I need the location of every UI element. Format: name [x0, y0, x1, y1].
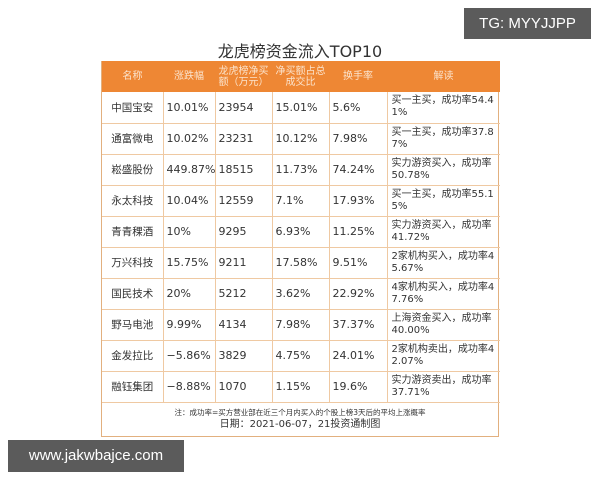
- cell-name: 金发拉比: [111, 350, 154, 362]
- table-row: 青青稞酒 10% 9295 6.93% 11.25% 实力游资买入，成功率41.…: [102, 216, 500, 247]
- cell-analysis: 买一主买，成功率37.87%: [386, 123, 500, 154]
- date-credit: 日期：2021-06-07，21投资通制图: [219, 418, 381, 430]
- cell-turnover: 37.37%: [328, 309, 387, 340]
- cell-change: 10.02%: [162, 123, 215, 154]
- cell-net-buy: 12559: [214, 185, 272, 216]
- cell-turnover: 9.51%: [328, 247, 387, 278]
- cell-name: 融钰集团: [111, 381, 154, 393]
- cell-analysis: 实力游资买入，成功率50.78%: [386, 154, 500, 185]
- cell-net-buy: 23954: [214, 92, 272, 123]
- header-name: 名称: [122, 71, 143, 82]
- cell-turnover: 17.93%: [328, 185, 387, 216]
- cell-analysis: 2家机构卖出，成功率42.07%: [386, 340, 500, 371]
- table-row: 通富微电 10.02% 23231 10.12% 7.98% 买一主买，成功率3…: [102, 123, 500, 154]
- table-row: 金发拉比 −5.86% 3829 4.75% 24.01% 2家机构卖出，成功率…: [102, 340, 500, 371]
- cell-change: 9.99%: [162, 309, 215, 340]
- url-watermark: www.jakwbajce.com: [8, 440, 184, 472]
- cell-change: −5.86%: [162, 340, 215, 371]
- cell-net-buy: 9295: [214, 216, 272, 247]
- cell-turnover: 74.24%: [328, 154, 387, 185]
- cell-net-buy: 1070: [214, 371, 272, 402]
- cell-net-buy: 18515: [214, 154, 272, 185]
- table-row: 永太科技 10.04% 12559 7.1% 17.93% 买一主买，成功率55…: [102, 185, 500, 216]
- tg-watermark: TG: MYYJJPP: [464, 8, 591, 39]
- cell-change: 449.87%: [162, 154, 215, 185]
- cell-net-buy: 23231: [214, 123, 272, 154]
- table-title: 龙虎榜资金流入TOP10: [217, 42, 383, 61]
- cell-ratio: 10.12%: [271, 123, 329, 154]
- cell-name: 国民技术: [111, 288, 154, 300]
- cell-change: 15.75%: [162, 247, 215, 278]
- cell-turnover: 5.6%: [328, 92, 387, 123]
- cell-ratio: 3.62%: [271, 278, 329, 309]
- cell-net-buy: 9211: [214, 247, 272, 278]
- cell-turnover: 11.25%: [328, 216, 387, 247]
- table-body: 中国宝安 10.01% 23954 15.01% 5.6% 买一主买，成功率54…: [102, 92, 500, 402]
- cell-ratio: 7.1%: [271, 185, 329, 216]
- cell-name: 永太科技: [111, 195, 154, 207]
- top10-table: 名称 涨跌幅 龙虎榜净买额（万元） 净买额占总成交比 换手率 解读 中国宝安 1…: [102, 61, 500, 403]
- cell-turnover: 22.92%: [328, 278, 387, 309]
- cell-net-buy: 3829: [214, 340, 272, 371]
- table-row: 野马电池 9.99% 4134 7.98% 37.37% 上海资金买入，成功率4…: [102, 309, 500, 340]
- cell-name: 野马电池: [111, 319, 154, 331]
- cell-turnover: 19.6%: [328, 371, 387, 402]
- table-row: 融钰集团 −8.88% 1070 1.15% 19.6% 实力游资卖出，成功率3…: [102, 371, 500, 402]
- header-analysis: 解读: [433, 71, 454, 82]
- cell-analysis: 买一主买，成功率55.15%: [386, 185, 500, 216]
- header-turnover: 换手率: [343, 71, 373, 82]
- table-row: 崧盛股份 449.87% 18515 11.73% 74.24% 实力游资买入，…: [102, 154, 500, 185]
- cell-ratio: 15.01%: [271, 92, 329, 123]
- cell-net-buy: 5212: [214, 278, 272, 309]
- cell-analysis: 4家机构买入，成功率47.76%: [386, 278, 500, 309]
- cell-ratio: 11.73%: [271, 154, 329, 185]
- cell-name: 通富微电: [111, 133, 154, 145]
- cell-change: 10.04%: [162, 185, 215, 216]
- cell-ratio: 7.98%: [271, 309, 329, 340]
- header-row: 名称 涨跌幅 龙虎榜净买额（万元） 净买额占总成交比 换手率 解读: [102, 61, 500, 92]
- cell-ratio: 6.93%: [271, 216, 329, 247]
- cell-analysis: 买一主买，成功率54.41%: [386, 92, 500, 123]
- footnote: 注：成功率=买方营业部在近三个月内买入的个股上榜3天后的平均上涨概率: [174, 407, 426, 417]
- cell-name: 中国宝安: [111, 101, 154, 114]
- cell-analysis: 2家机构买入，成功率45.67%: [386, 247, 500, 278]
- table-row: 中国宝安 10.01% 23954 15.01% 5.6% 买一主买，成功率54…: [102, 92, 500, 123]
- cell-analysis: 实力游资卖出，成功率37.71%: [386, 371, 500, 402]
- cell-ratio: 1.15%: [271, 371, 329, 402]
- cell-name: 崧盛股份: [111, 164, 154, 176]
- cell-turnover: 24.01%: [328, 340, 387, 371]
- cell-ratio: 17.58%: [271, 247, 329, 278]
- table-row: 国民技术 20% 5212 3.62% 22.92% 4家机构买入，成功率47.…: [102, 278, 500, 309]
- cell-change: 10%: [162, 216, 215, 247]
- cell-change: 10.01%: [162, 92, 215, 123]
- cell-change: −8.88%: [162, 371, 215, 402]
- cell-ratio: 4.75%: [271, 340, 329, 371]
- table-row: 万兴科技 15.75% 9211 17.58% 9.51% 2家机构买入，成功率…: [102, 247, 500, 278]
- header-net-buy-ratio: 净买额占总成交比: [275, 65, 326, 88]
- table-footer: 注：成功率=买方营业部在近三个月内买入的个股上榜3天后的平均上涨概率 日期：20…: [102, 403, 498, 436]
- cell-turnover: 7.98%: [328, 123, 387, 154]
- header-net-buy: 龙虎榜净买额（万元）: [218, 65, 269, 88]
- cell-net-buy: 4134: [214, 309, 272, 340]
- header-change: 涨跌幅: [174, 71, 204, 82]
- cell-change: 20%: [162, 278, 215, 309]
- top10-table-container: 名称 涨跌幅 龙虎榜净买额（万元） 净买额占总成交比 换手率 解读 中国宝安 1…: [101, 61, 500, 437]
- cell-name: 万兴科技: [111, 257, 154, 269]
- cell-analysis: 上海资金买入，成功率40.00%: [386, 309, 500, 340]
- cell-analysis: 实力游资买入，成功率41.72%: [386, 216, 500, 247]
- cell-name: 青青稞酒: [111, 226, 154, 238]
